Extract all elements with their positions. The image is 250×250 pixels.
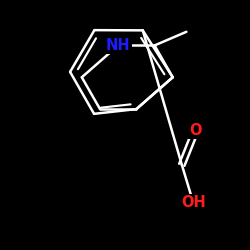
Text: NH: NH (106, 38, 130, 53)
Text: OH: OH (181, 195, 206, 210)
Text: O: O (189, 123, 202, 138)
